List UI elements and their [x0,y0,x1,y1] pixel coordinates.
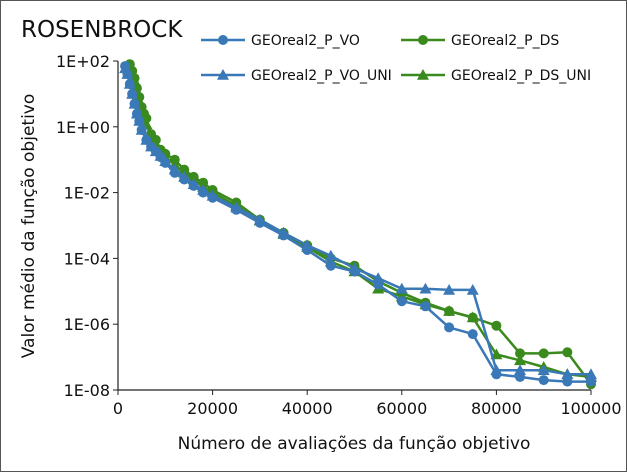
data-point [514,354,527,366]
series-line [123,67,591,376]
data-point [420,301,431,312]
x-tick-label: 100000 [560,399,621,418]
legend-item: GEOreal2_P_DS [401,33,559,49]
data-point [133,115,146,126]
legend-label: GEOreal2_P_VO [251,33,360,49]
x-axis-title: Número de avaliações da função objetivo [178,434,531,454]
data-point [490,364,503,375]
data-point [230,201,243,213]
data-point [491,320,502,331]
legend-label: GEOreal2_P_VO_UNI [251,68,392,84]
y-tick-label: 1E+00 [56,118,110,137]
x-tick-label: 0 [113,399,123,418]
data-point [277,226,290,238]
y-tick-label: 1E+02 [56,52,110,71]
legend-item: GEOreal2_P_VO [201,33,360,49]
data-point [395,282,408,294]
axes: 0 20000 40000 60000 80000 100000 1E-08 1E-06 1E-… [56,52,622,418]
data-point [515,348,526,359]
data-point [585,368,597,380]
x-tick-label: 20000 [187,399,238,418]
data-point [467,329,478,340]
chart-title: ROSENBROCK [21,17,183,43]
x-tick-label: 40000 [282,399,333,418]
data-point [538,375,549,386]
data-point [443,283,456,295]
series-line [126,62,593,385]
data-point [253,213,266,225]
data-point [562,347,573,358]
series-GEOreal2_P_DS [122,59,596,390]
data-point [128,97,141,109]
series-line [126,64,592,379]
data-point [130,107,143,119]
data-point [159,155,172,167]
data-point [444,322,455,333]
data-point [168,163,181,175]
legend-label: GEOreal2_P_DS_UNI [451,68,591,84]
legend-label: GEOreal2_P_DS [451,33,559,49]
series-layer [119,59,597,390]
data-point [538,348,549,359]
data-point [348,262,361,274]
legend-swatch-marker [418,35,428,45]
legend-item: GEOreal2_P_DS_UNI [401,68,591,84]
data-point [178,170,191,182]
data-point [135,123,148,135]
data-point [372,272,385,284]
y-tick-label: 1E-02 [64,184,110,203]
data-point [396,296,407,307]
series-line [123,65,591,383]
data-point [561,368,574,380]
data-point [206,189,219,201]
y-tick-label: 1E-08 [64,381,110,400]
data-point [324,249,337,261]
y-axis-title: Valor médio da função objetivo [19,94,39,359]
data-point [154,149,167,161]
series-GEOreal2_P_VO [120,61,596,387]
data-point [301,239,314,251]
data-point [466,283,479,295]
x-tick-label: 80000 [471,399,522,418]
data-point [123,77,136,89]
x-tick-label: 60000 [376,399,427,418]
data-point [514,364,527,375]
legend: GEOreal2_P_VO GEOreal2_P_DS GEOreal2_P_VO_… [201,33,591,84]
data-point [140,133,153,145]
legend-swatch-marker [217,69,229,80]
series-GEOreal2_P_VO_UNI [119,62,597,380]
data-point [537,364,550,375]
series-GEOreal2_P_DS_UNI [121,60,597,382]
y-tick-label: 1E-06 [64,315,110,334]
data-point [126,87,139,99]
data-point [466,311,479,323]
data-point [121,68,134,79]
y-tick-label: 1E-04 [64,249,110,268]
legend-swatch-marker [417,69,429,80]
data-point [197,183,210,195]
data-point [187,178,200,190]
data-point [325,260,336,271]
legend-swatch-marker [218,35,228,45]
legend-item: GEOreal2_P_VO_UNI [201,68,392,84]
data-point [419,282,432,294]
data-point [443,305,456,316]
